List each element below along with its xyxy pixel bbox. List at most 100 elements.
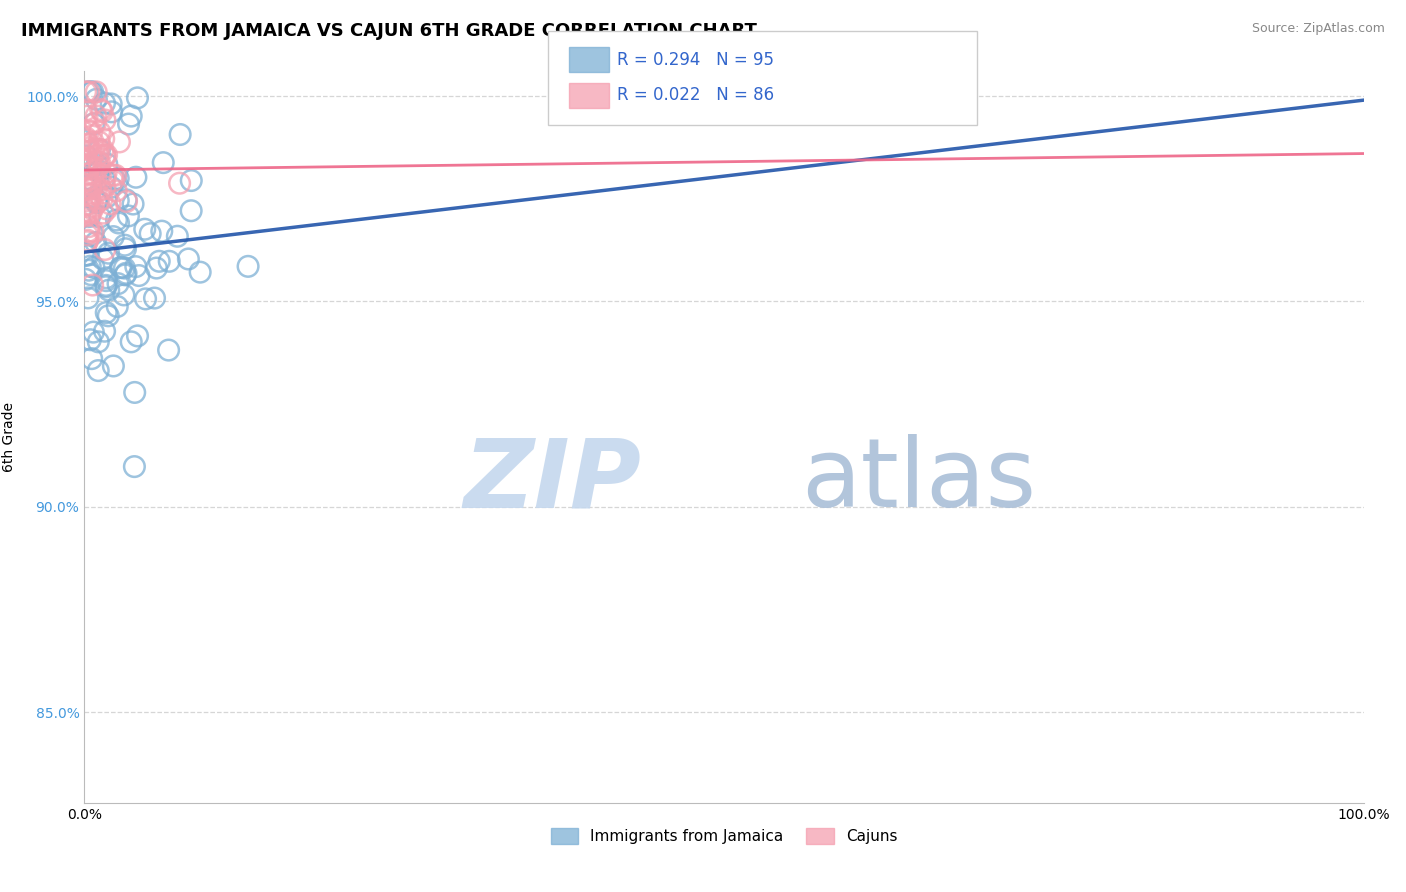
Point [79, 206, 101, 220]
Text: atlas: atlas [801, 434, 1036, 527]
Point [89, 125, 111, 139]
Point [91, 104, 114, 119]
Point [145, 261, 167, 276]
Point [87, 363, 110, 377]
Point [89, 210, 111, 224]
Point [75, 172, 97, 186]
Point [125, 260, 148, 274]
Point [89, 143, 111, 157]
Point [90, 103, 112, 117]
Point [105, 300, 128, 314]
Point [180, 203, 202, 218]
Point [94, 243, 117, 257]
Point [103, 359, 125, 373]
Point [82, 173, 104, 187]
Point [76, 235, 98, 249]
Point [75, 203, 97, 218]
Point [135, 292, 157, 306]
Point [91, 143, 114, 157]
Point [114, 242, 136, 256]
Point [79, 210, 101, 224]
Point [82, 325, 104, 339]
Point [124, 459, 146, 474]
Point [77, 194, 100, 208]
Point [84, 178, 107, 192]
Point [110, 260, 132, 275]
Point [86, 142, 108, 156]
Point [79, 225, 101, 239]
Point [75, 198, 97, 212]
Point [112, 288, 135, 302]
Point [87, 135, 110, 149]
Point [80, 159, 103, 173]
Point [107, 277, 129, 291]
Point [124, 385, 146, 400]
Point [97, 283, 120, 297]
Point [93, 324, 115, 338]
Point [82, 199, 104, 213]
Point [115, 193, 138, 207]
Point [134, 222, 156, 236]
Point [87, 164, 110, 178]
Point [115, 194, 138, 209]
Point [80, 125, 103, 139]
Point [125, 170, 148, 185]
Point [87, 334, 110, 349]
Point [93, 171, 115, 186]
Point [82, 202, 104, 217]
Point [94, 166, 117, 180]
Point [76, 227, 98, 242]
Point [94, 278, 117, 293]
Point [84, 109, 107, 123]
Point [114, 238, 136, 252]
Point [120, 109, 142, 123]
Point [79, 333, 101, 347]
Point [97, 246, 120, 260]
Point [166, 229, 188, 244]
Point [75, 130, 97, 145]
Text: IMMIGRANTS FROM JAMAICA VS CAJUN 6TH GRADE CORRELATION CHART: IMMIGRANTS FROM JAMAICA VS CAJUN 6TH GRA… [21, 22, 756, 40]
Point [79, 188, 101, 202]
Point [94, 180, 117, 194]
Point [94, 170, 117, 185]
Point [236, 260, 259, 274]
Point [104, 168, 127, 182]
Legend: Immigrants from Jamaica, Cajuns: Immigrants from Jamaica, Cajuns [544, 822, 904, 850]
Point [100, 104, 122, 119]
Point [94, 149, 117, 163]
Point [75, 149, 97, 163]
Point [96, 305, 118, 319]
Point [143, 291, 166, 305]
Point [80, 151, 103, 165]
Point [83, 117, 105, 131]
Point [86, 158, 108, 172]
Point [103, 172, 125, 186]
Point [96, 202, 118, 216]
Point [82, 224, 104, 238]
Point [169, 128, 191, 142]
Point [127, 91, 149, 105]
Text: ZIP: ZIP [463, 434, 641, 527]
Point [97, 309, 120, 323]
Point [75, 209, 97, 223]
Point [96, 157, 118, 171]
Point [90, 183, 112, 197]
Point [180, 173, 202, 187]
Point [169, 176, 191, 190]
Point [80, 178, 103, 192]
Point [82, 227, 104, 242]
Point [105, 213, 128, 227]
Point [120, 334, 142, 349]
Point [188, 265, 211, 279]
Point [94, 279, 117, 293]
Point [93, 132, 115, 146]
Point [89, 168, 111, 182]
Point [79, 177, 101, 191]
Point [83, 143, 105, 157]
Point [93, 96, 115, 111]
Point [110, 260, 132, 275]
Point [87, 143, 110, 157]
Point [77, 124, 100, 138]
Point [77, 173, 100, 187]
Point [117, 209, 139, 223]
